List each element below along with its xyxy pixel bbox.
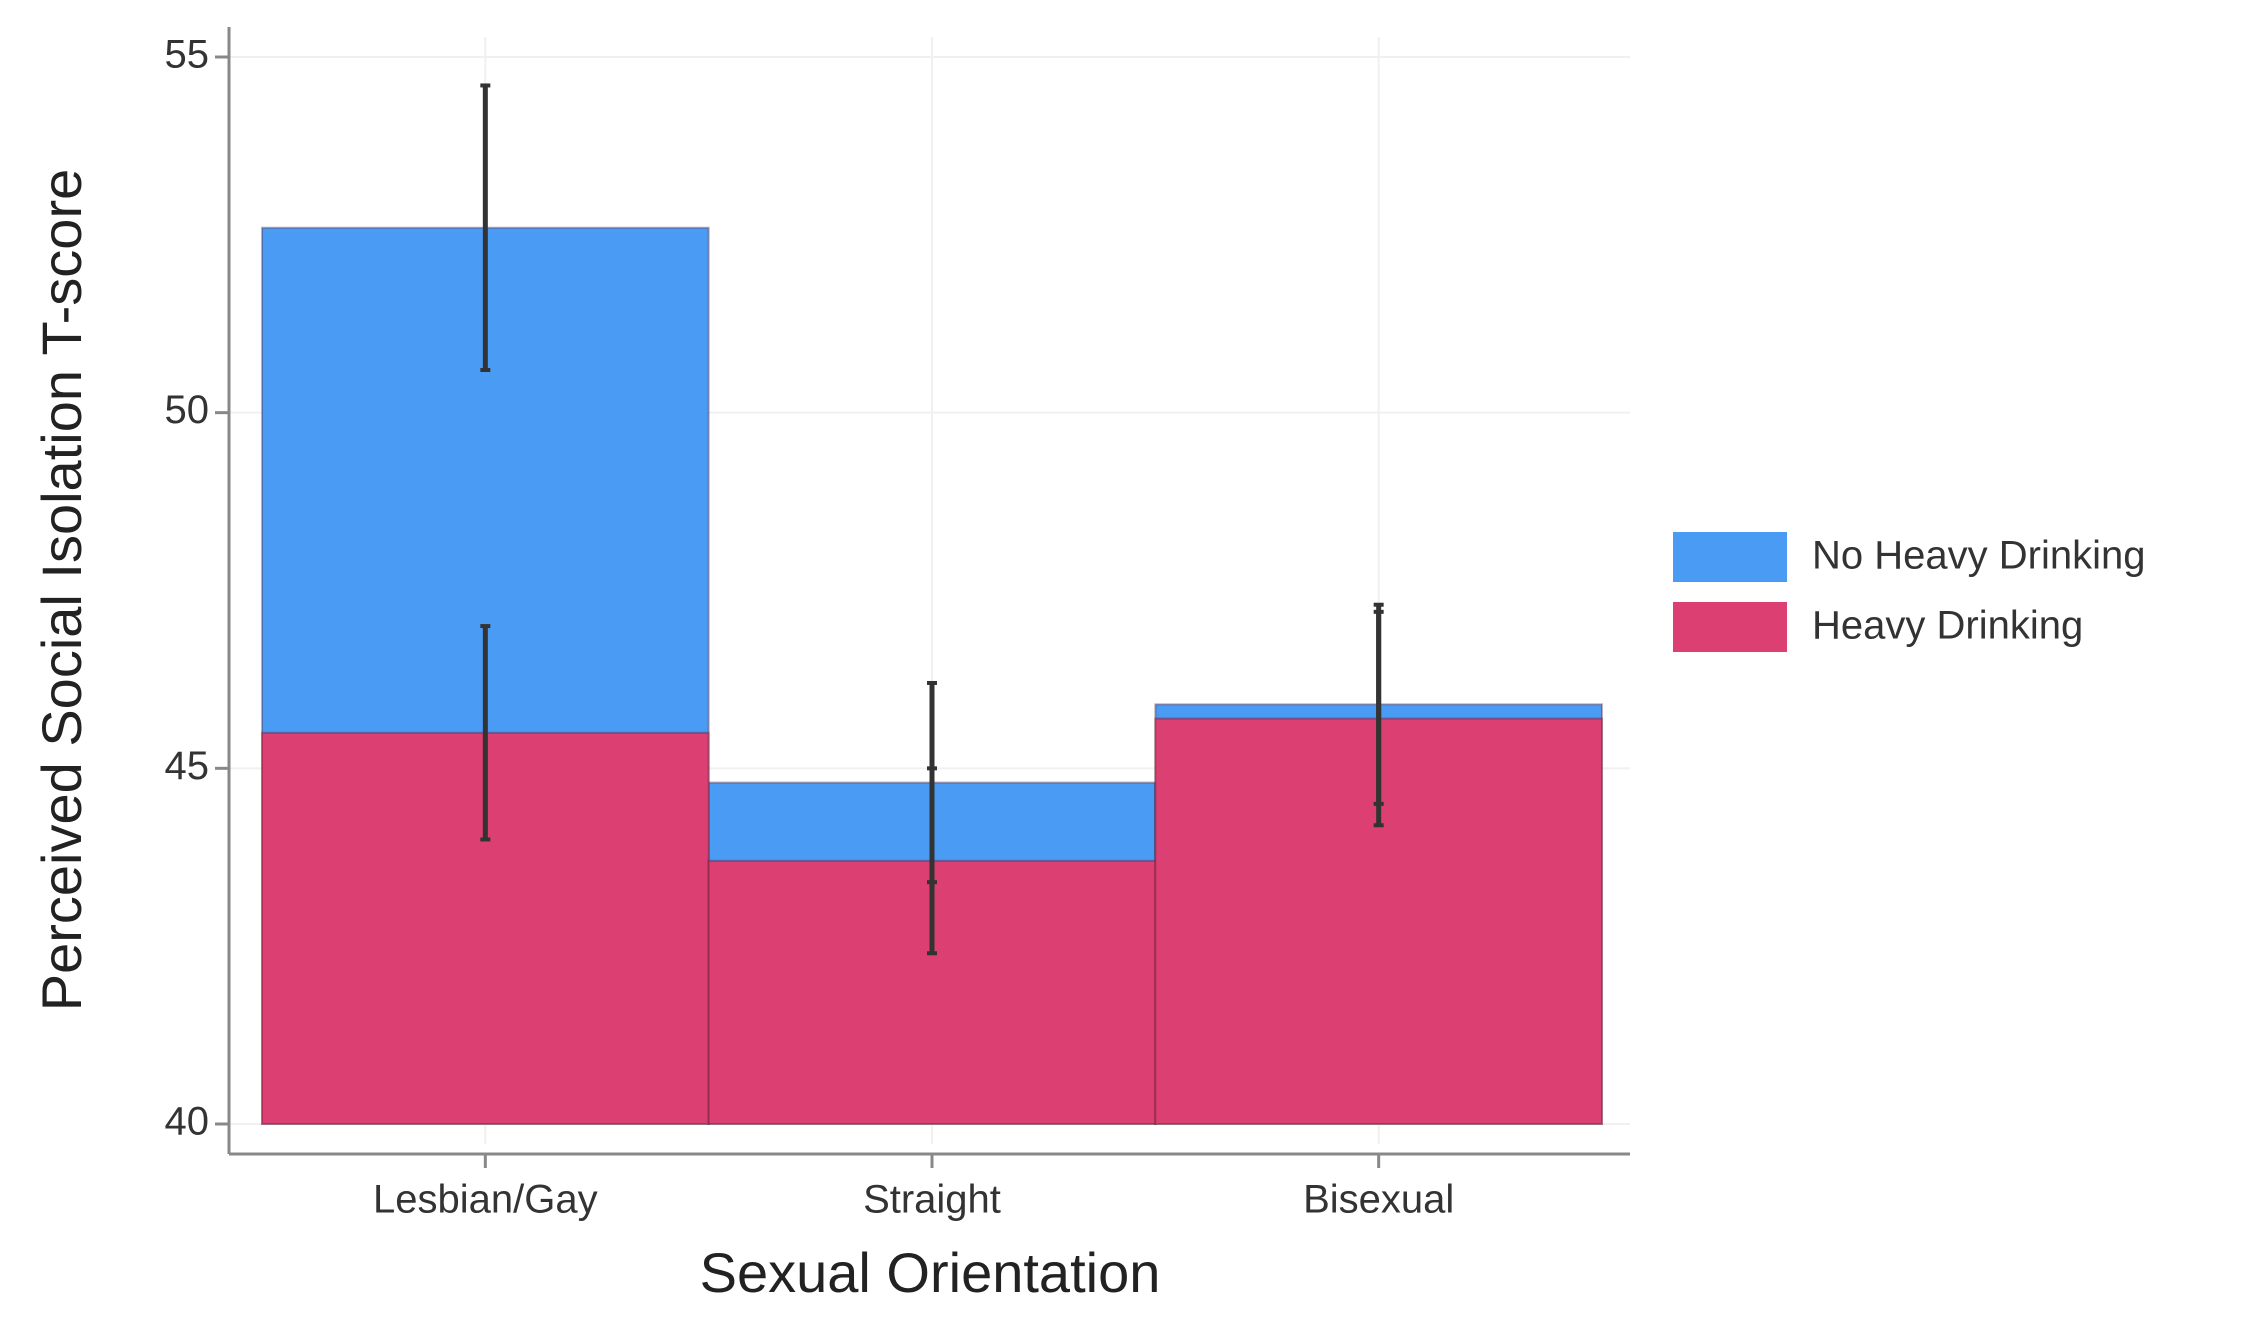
x-tick-label: Bisexual xyxy=(1303,1178,1454,1222)
error-bar xyxy=(480,624,491,842)
error-bar xyxy=(1373,609,1384,828)
y-tick-label: 45 xyxy=(165,744,210,788)
x-axis-title: Sexual Orientation xyxy=(700,1241,1161,1304)
y-tick-label: 55 xyxy=(165,33,210,77)
legend-swatch xyxy=(1673,532,1787,582)
error-bar xyxy=(927,766,937,956)
x-tick-label: Straight xyxy=(863,1178,1001,1222)
x-tick-label: Lesbian/Gay xyxy=(373,1178,598,1222)
legend-swatch xyxy=(1673,602,1787,652)
error-bar xyxy=(480,83,491,372)
y-axis-title: Perceived Social Isolation T-score xyxy=(30,169,93,1012)
legend-label: No Heavy Drinking xyxy=(1812,534,2145,578)
y-tick-label: 40 xyxy=(165,1100,210,1144)
y-tick-label: 50 xyxy=(165,388,210,432)
legend-label: Heavy Drinking xyxy=(1812,604,2083,648)
